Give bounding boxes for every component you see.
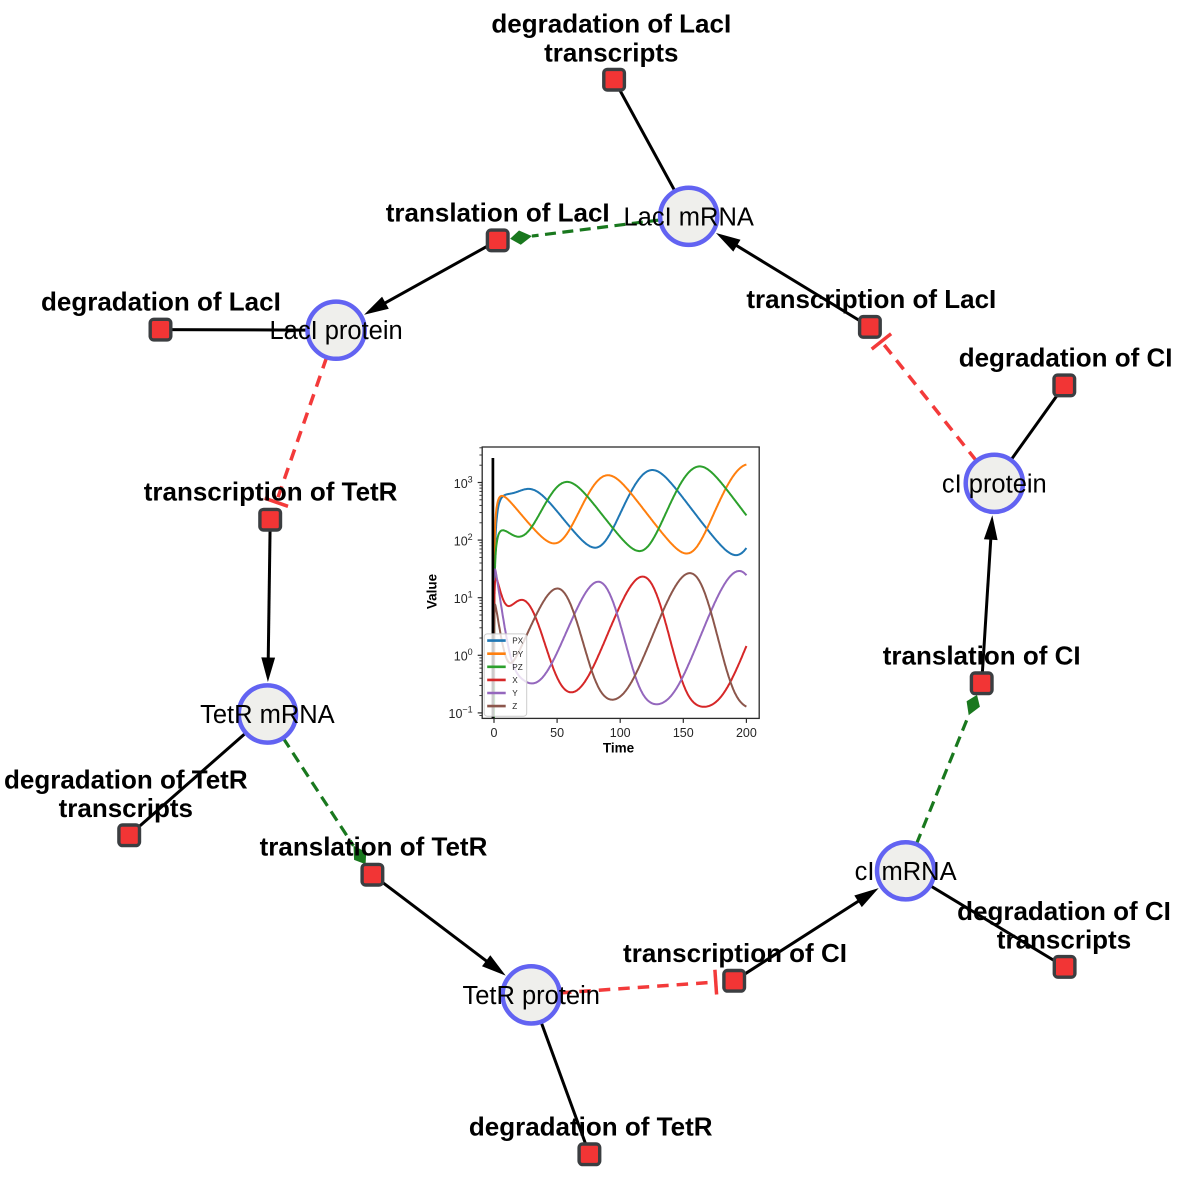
svg-text:translation of LacI: translation of LacI <box>386 197 610 227</box>
svg-text:cI mRNA: cI mRNA <box>855 858 957 886</box>
svg-text:0: 0 <box>491 726 498 740</box>
svg-text:TetR protein: TetR protein <box>462 982 600 1010</box>
svg-text:PY: PY <box>512 650 523 659</box>
svg-text:degradation of LacI: degradation of LacI <box>491 9 731 39</box>
svg-text:LacI protein: LacI protein <box>269 317 402 345</box>
svg-text:Time: Time <box>603 741 635 756</box>
svg-text:100: 100 <box>610 726 631 740</box>
svg-text:transcription of TetR: transcription of TetR <box>144 477 398 507</box>
svg-text:50: 50 <box>550 726 564 740</box>
svg-text:translation of TetR: translation of TetR <box>260 832 488 862</box>
svg-text:103: 103 <box>454 474 473 491</box>
svg-text:10−1: 10−1 <box>449 705 473 722</box>
svg-text:cI protein: cI protein <box>942 470 1047 498</box>
svg-text:PX: PX <box>512 637 523 646</box>
svg-text:transcription of CI: transcription of CI <box>623 938 847 968</box>
svg-text:PZ: PZ <box>512 663 522 672</box>
svg-text:101: 101 <box>454 590 473 607</box>
svg-text:degradation of CI: degradation of CI <box>959 342 1173 372</box>
svg-text:degradation of TetR: degradation of TetR <box>4 764 248 794</box>
svg-text:degradation of LacI: degradation of LacI <box>41 287 281 317</box>
svg-text:transcripts: transcripts <box>59 793 193 823</box>
svg-text:translation of CI: translation of CI <box>883 640 1081 670</box>
svg-text:transcripts: transcripts <box>997 925 1131 955</box>
svg-text:X: X <box>512 676 518 685</box>
svg-text:TetR mRNA: TetR mRNA <box>200 701 335 729</box>
svg-text:150: 150 <box>673 726 694 740</box>
svg-text:200: 200 <box>736 726 757 740</box>
svg-text:102: 102 <box>454 532 473 549</box>
svg-text:transcription of LacI: transcription of LacI <box>746 284 996 314</box>
svg-text:degradation of CI: degradation of CI <box>957 896 1171 926</box>
svg-text:Y: Y <box>512 689 518 698</box>
svg-text:Value: Value <box>424 573 439 609</box>
svg-text:100: 100 <box>454 647 473 664</box>
svg-text:degradation of TetR: degradation of TetR <box>469 1111 713 1141</box>
svg-text:Z: Z <box>512 702 517 711</box>
svg-text:LacI mRNA: LacI mRNA <box>624 203 754 231</box>
svg-text:transcripts: transcripts <box>544 37 678 67</box>
